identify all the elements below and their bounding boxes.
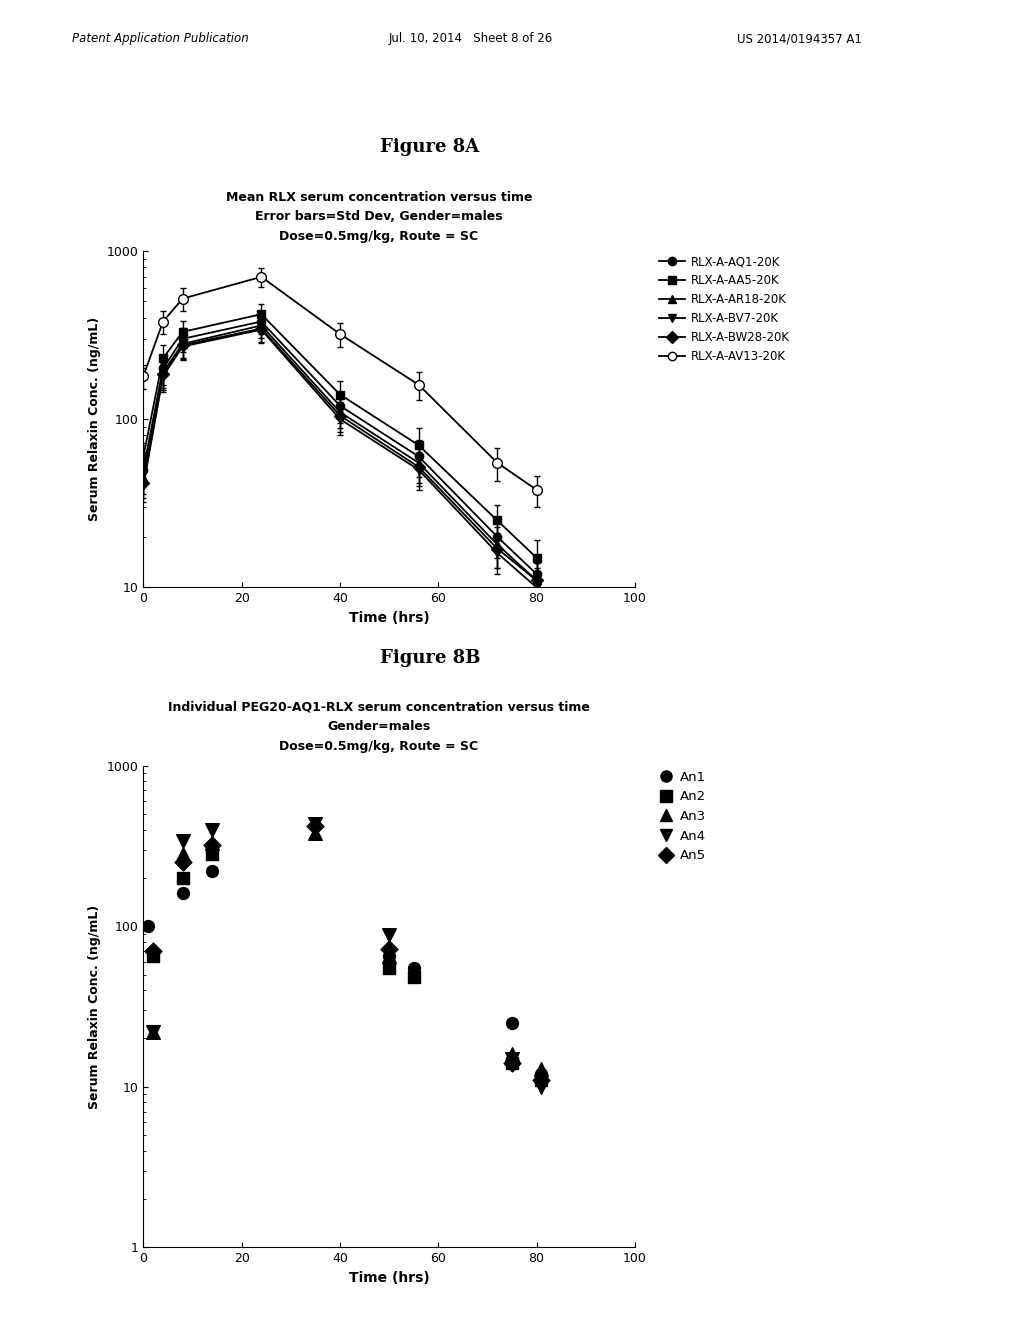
Y-axis label: Serum Relaxin Conc. (ng/mL): Serum Relaxin Conc. (ng/mL) (88, 317, 101, 521)
Point (381, 924, 397, 945)
Point (145, 1022, 162, 1043)
Text: Individual PEG20-AQ1-RLX serum concentration versus time: Individual PEG20-AQ1-RLX serum concentra… (168, 700, 590, 713)
Point (406, 966, 422, 987)
Point (307, 822, 324, 843)
Point (381, 939, 397, 960)
Text: Mean RLX serum concentration versus time: Mean RLX serum concentration versus time (225, 190, 532, 203)
Text: Dose=0.5mg/kg, Route = SC: Dose=0.5mg/kg, Route = SC (280, 739, 478, 752)
Point (145, 945, 162, 966)
Point (307, 814, 324, 836)
Text: Gender=males: Gender=males (328, 719, 430, 733)
Point (204, 818, 220, 840)
Point (204, 861, 220, 882)
Point (174, 830, 190, 851)
Point (504, 1048, 520, 1069)
Point (534, 1064, 550, 1085)
Point (534, 1069, 550, 1090)
Point (381, 957, 397, 978)
Point (204, 833, 220, 854)
Text: Error bars=Std Dev, Gender=males: Error bars=Std Dev, Gender=males (255, 210, 503, 223)
Point (174, 843, 190, 865)
Point (204, 843, 220, 865)
Text: US 2014/0194357 A1: US 2014/0194357 A1 (737, 32, 862, 45)
Text: Figure 8A: Figure 8A (381, 137, 479, 156)
Point (504, 1012, 520, 1034)
Y-axis label: Serum Relaxin Conc. (ng/mL): Serum Relaxin Conc. (ng/mL) (88, 904, 101, 1109)
X-axis label: Time (hrs): Time (hrs) (349, 1271, 429, 1284)
Point (534, 1057, 550, 1078)
Point (145, 1022, 162, 1043)
X-axis label: Time (hrs): Time (hrs) (349, 611, 429, 624)
Text: Jul. 10, 2014   Sheet 8 of 26: Jul. 10, 2014 Sheet 8 of 26 (389, 32, 553, 45)
Point (406, 957, 422, 978)
Point (381, 945, 397, 966)
Point (174, 867, 190, 888)
Point (381, 945, 397, 966)
Point (534, 1076, 550, 1097)
Legend: An1, An2, An3, An4, An5: An1, An2, An3, An4, An5 (654, 766, 711, 867)
Point (307, 816, 324, 837)
Text: Figure 8B: Figure 8B (380, 648, 480, 667)
Point (140, 916, 157, 937)
Point (504, 1043, 520, 1064)
Legend: RLX-A-AQ1-20K, RLX-A-AA5-20K, RLX-A-AR18-20K, RLX-A-BV7-20K, RLX-A-BW28-20K, RLX: RLX-A-AQ1-20K, RLX-A-AA5-20K, RLX-A-AR18… (654, 251, 795, 368)
Point (174, 883, 190, 904)
Text: Dose=0.5mg/kg, Route = SC: Dose=0.5mg/kg, Route = SC (280, 230, 478, 243)
Point (534, 1069, 550, 1090)
Text: Patent Application Publication: Patent Application Publication (72, 32, 249, 45)
Point (504, 1053, 520, 1074)
Point (204, 834, 220, 855)
Point (504, 1053, 520, 1074)
Point (174, 851, 190, 873)
Point (145, 941, 162, 962)
